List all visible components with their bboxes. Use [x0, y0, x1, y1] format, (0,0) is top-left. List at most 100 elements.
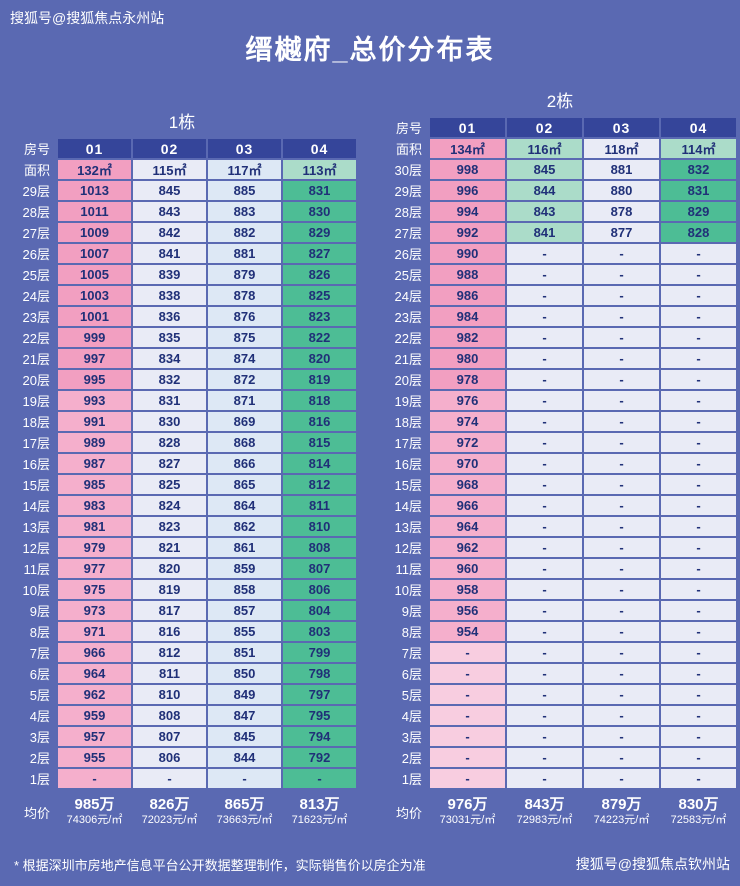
floor-label: 17层: [394, 436, 422, 451]
price-cell: 985: [58, 475, 131, 494]
price-cell: -: [507, 433, 582, 452]
table-row: 12层 979 821 861 808: [8, 538, 356, 557]
price-cell: -: [661, 685, 736, 704]
floor-label: 7层: [29, 646, 50, 661]
price-cell: -: [661, 496, 736, 515]
floor-label: 10层: [22, 583, 50, 598]
price-cell: -: [661, 328, 736, 347]
price-cell: -: [661, 559, 736, 578]
table-row: 8层 971 816 855 803: [8, 622, 356, 641]
price-cell: -: [584, 643, 659, 662]
avg-price-cell: 830万 72583元/㎡: [661, 790, 736, 834]
table-row: 5层 - - - -: [384, 685, 736, 704]
price-cell: -: [584, 517, 659, 536]
floor-label: 11层: [395, 562, 423, 577]
price-cell: 838: [133, 286, 206, 305]
price-cell: 858: [208, 580, 281, 599]
table-row: 2层 955 806 844 792: [8, 748, 356, 767]
price-cell: 829: [661, 202, 736, 221]
price-cell: 1009: [58, 223, 131, 242]
price-cell: 871: [208, 391, 281, 410]
area-cell: 118㎡: [584, 139, 659, 158]
price-cell: 973: [58, 601, 131, 620]
avg-price-cell: 843万 72983元/㎡: [507, 790, 582, 834]
price-cell: 970: [430, 454, 505, 473]
table-row: 2层 - - - -: [384, 748, 736, 767]
price-cell: 817: [133, 601, 206, 620]
floor-label: 15层: [22, 478, 50, 493]
price-cell: -: [507, 706, 582, 725]
price-cell: 1003: [58, 286, 131, 305]
price-cell: -: [661, 370, 736, 389]
watermark-top: 搜狐号@搜狐焦点永州站: [10, 10, 165, 26]
table-row: 30层 998 845 881 832: [384, 160, 736, 179]
price-cell: 876: [208, 307, 281, 326]
floor-label: 16层: [22, 457, 50, 472]
table-row: 13层 964- - -: [384, 517, 736, 536]
price-cell: -: [507, 664, 582, 683]
price-cell: 872: [208, 370, 281, 389]
price-cell: -: [584, 244, 659, 263]
price-cell: -: [584, 622, 659, 641]
price-cell: 842: [133, 223, 206, 242]
table-row: 18层 991 830 869 816: [8, 412, 356, 431]
avg-price-cell: 976万 73031元/㎡: [430, 790, 505, 834]
page-title: 缙樾府_总价分布表: [245, 35, 495, 65]
price-cell: 831: [133, 391, 206, 410]
price-cell: -: [507, 748, 582, 767]
price-cell: 836: [133, 307, 206, 326]
price-cell: -: [507, 328, 582, 347]
price-cell: -: [507, 370, 582, 389]
floor-label: 13层: [394, 520, 422, 535]
table-row: 13层 981 823 862 810: [8, 517, 356, 536]
price-cell: -: [584, 685, 659, 704]
price-cell: -: [584, 370, 659, 389]
avg-price: 826万: [149, 796, 190, 814]
table-row: 18层 974- - -: [384, 412, 736, 431]
room-header: 02: [133, 139, 206, 158]
price-cell: 818: [283, 391, 356, 410]
price-cell: -: [507, 349, 582, 368]
floor-label: 19层: [394, 394, 422, 409]
price-cell: -: [584, 496, 659, 515]
floor-label: 12层: [22, 541, 50, 556]
price-cell: -: [507, 643, 582, 662]
price-cell: 857: [208, 601, 281, 620]
price-cell: 816: [133, 622, 206, 641]
price-cell: -: [661, 622, 736, 641]
floor-label: 29层: [22, 184, 50, 199]
price-cell: 830: [283, 202, 356, 221]
price-cell: -: [661, 517, 736, 536]
price-cell: -: [584, 538, 659, 557]
price-cell: 995: [58, 370, 131, 389]
price-cell: 878: [584, 202, 659, 221]
floor-label: 9层: [29, 604, 50, 619]
floor-label: 16层: [394, 457, 422, 472]
price-cell: 814: [283, 454, 356, 473]
price-cell: 998: [430, 160, 505, 179]
price-cell: 862: [208, 517, 281, 536]
footnote: * 根据深圳市房地产信息平台公开数据整理制作，实际销售价以房企为准: [14, 858, 426, 873]
room-number-label: 房号: [23, 142, 50, 157]
price-cell: -: [507, 265, 582, 284]
floor-label: 6层: [29, 667, 50, 682]
avg-unit-price: 73663元/㎡: [216, 814, 273, 827]
floor-label: 21层: [394, 352, 422, 367]
price-cell: -: [584, 706, 659, 725]
area-label: 面积: [395, 142, 422, 157]
table-row: 10层 975 819 858 806: [8, 580, 356, 599]
price-cell: 828: [133, 433, 206, 452]
price-cell: 812: [133, 643, 206, 662]
price-cell: 980: [430, 349, 505, 368]
room-header: 04: [283, 139, 356, 158]
floor-label: 5层: [401, 688, 422, 703]
price-cell: 982: [430, 328, 505, 347]
table-row: 16层 970- - -: [384, 454, 736, 473]
price-cell: 812: [283, 475, 356, 494]
price-cell: -: [507, 307, 582, 326]
price-cell: 831: [661, 181, 736, 200]
room-header: 01: [430, 118, 505, 137]
price-cell: 807: [133, 727, 206, 746]
price-cell: 957: [58, 727, 131, 746]
building1-table: 房号 01 02 03 04 面积 132㎡ 115㎡ 117㎡ 113㎡ 29层 1013 845 88…: [8, 139, 356, 834]
